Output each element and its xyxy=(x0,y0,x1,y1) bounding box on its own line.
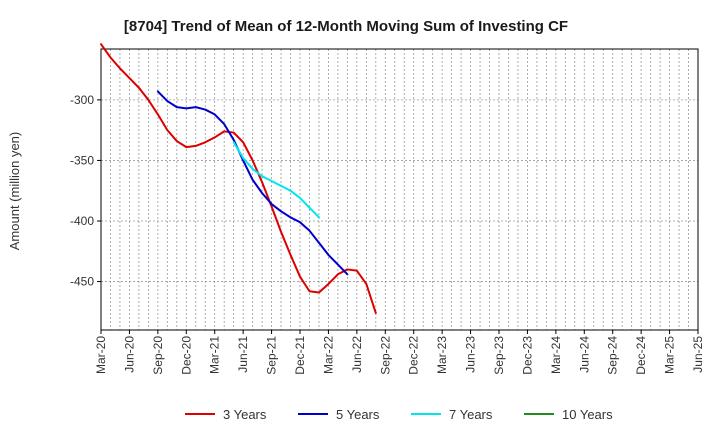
x-tick-label: Dec-24 xyxy=(634,336,648,375)
x-tick-label: Mar-20 xyxy=(94,336,108,374)
x-tick-label: Jun-21 xyxy=(236,336,250,373)
chart-title: [8704] Trend of Mean of 12-Month Moving … xyxy=(124,18,568,35)
x-tick-label: Sep-23 xyxy=(492,336,506,375)
x-tick-label: Jun-24 xyxy=(577,336,591,373)
grid xyxy=(101,49,698,330)
x-tick-label: Dec-23 xyxy=(520,336,534,375)
legend-label: 5 Years xyxy=(336,407,380,422)
y-tick-label: -350 xyxy=(70,153,94,167)
x-tick-label: Dec-20 xyxy=(179,336,193,375)
legend-label: 10 Years xyxy=(562,407,613,422)
legend-item: 5 Years xyxy=(298,407,380,422)
x-tick-label: Jun-25 xyxy=(691,336,705,373)
y-tick-label: -450 xyxy=(70,275,94,289)
x-tick-label: Mar-22 xyxy=(321,336,335,374)
legend-label: 3 Years xyxy=(223,407,267,422)
y-tick-label: -300 xyxy=(70,93,94,107)
legend-item: 3 Years xyxy=(185,407,267,422)
x-tick-label: Sep-24 xyxy=(606,336,620,375)
y-axis: -300 -350 -400 -450 xyxy=(70,93,101,289)
x-tick-label: Sep-22 xyxy=(378,336,392,375)
y-tick-label: -400 xyxy=(70,214,94,228)
x-tick-label: Sep-21 xyxy=(265,336,279,375)
legend-item: 10 Years xyxy=(524,407,613,422)
x-tick-label: Mar-25 xyxy=(663,336,677,374)
x-tick-label: Jun-20 xyxy=(122,336,136,373)
series-line-7-years xyxy=(232,141,320,219)
x-tick-label: Mar-23 xyxy=(435,336,449,374)
x-tick-label: Mar-21 xyxy=(208,336,222,374)
plot-area xyxy=(100,48,699,331)
x-tick-label: Mar-24 xyxy=(549,336,563,374)
x-axis: Mar-20 Jun-20 Sep-20 Dec-20 Mar-21 Jun-21 Sep-… xyxy=(94,330,705,375)
series-line-3-years xyxy=(100,43,377,315)
x-tick-label: Jun-22 xyxy=(350,336,364,373)
series-line-5-years xyxy=(156,90,349,276)
x-tick-label: Dec-21 xyxy=(293,336,307,375)
x-tick-label: Dec-22 xyxy=(407,336,421,375)
x-tick-label: Sep-20 xyxy=(151,336,165,375)
legend-item: 7 Years xyxy=(411,407,493,422)
series-lines xyxy=(100,43,377,315)
y-axis-label: Amount (million yen) xyxy=(7,132,22,251)
x-tick-label: Jun-23 xyxy=(464,336,478,373)
legend: 3 Years 5 Years 7 Years 10 Years xyxy=(185,407,613,422)
legend-label: 7 Years xyxy=(449,407,493,422)
